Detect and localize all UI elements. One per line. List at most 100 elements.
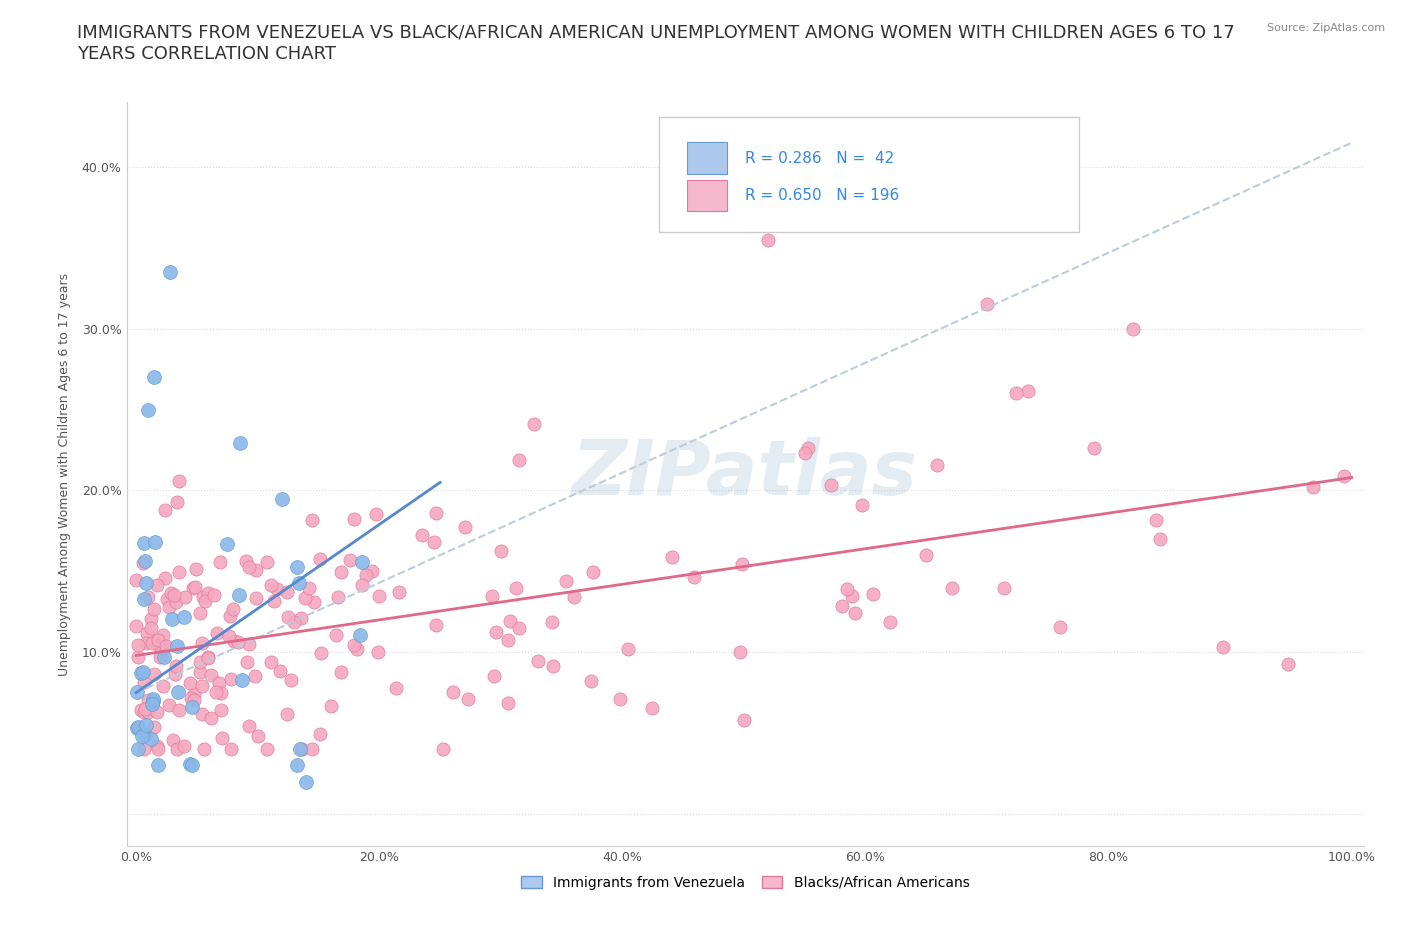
FancyBboxPatch shape <box>658 117 1080 232</box>
Point <box>457 692 479 707</box>
Point <box>581 673 603 688</box>
Point <box>1302 479 1324 494</box>
Text: IMMIGRANTS FROM VENEZUELA VS BLACK/AFRICAN AMERICAN UNEMPLOYMENT AMONG WOMEN WIT: IMMIGRANTS FROM VENEZUELA VS BLACK/AFRIC… <box>77 23 1234 41</box>
Point <box>229 435 252 450</box>
Point <box>343 512 366 526</box>
Point <box>179 676 201 691</box>
Point <box>165 594 187 609</box>
Point <box>136 693 159 708</box>
Point <box>146 742 169 757</box>
Point <box>541 658 564 673</box>
Point <box>146 632 169 647</box>
Point <box>152 650 174 665</box>
Point <box>132 705 155 720</box>
Point <box>134 536 156 551</box>
Point <box>609 691 631 706</box>
Point <box>564 590 586 604</box>
Point <box>1277 656 1299 671</box>
Point <box>181 758 204 773</box>
Point <box>385 681 408 696</box>
Text: Source: ZipAtlas.com: Source: ZipAtlas.com <box>1267 23 1385 33</box>
Point <box>1083 441 1105 456</box>
Point <box>125 618 148 633</box>
Point <box>191 706 214 721</box>
Point <box>350 555 373 570</box>
Point <box>183 692 205 707</box>
Point <box>245 669 267 684</box>
Point <box>159 265 181 280</box>
Point <box>1049 619 1071 634</box>
Point <box>728 644 751 659</box>
Point <box>756 232 779 247</box>
Point <box>193 590 215 604</box>
Point <box>167 703 190 718</box>
Point <box>228 588 250 603</box>
Point <box>641 701 664 716</box>
Point <box>211 685 233 700</box>
Point <box>149 650 172 665</box>
Point <box>326 590 349 604</box>
Point <box>927 458 949 472</box>
Point <box>454 520 477 535</box>
Point <box>1005 385 1028 400</box>
Point <box>163 587 186 602</box>
Point <box>200 711 222 725</box>
Point <box>235 553 257 568</box>
Point <box>862 587 884 602</box>
Point <box>184 562 207 577</box>
Point <box>231 672 253 687</box>
Point <box>222 602 245 617</box>
Point <box>224 634 246 649</box>
Point <box>1122 321 1144 336</box>
Point <box>190 635 212 650</box>
Point <box>142 693 165 708</box>
Point <box>219 608 242 623</box>
Point <box>879 615 901 630</box>
Point <box>976 297 998 312</box>
Point <box>127 638 149 653</box>
Point <box>245 562 267 577</box>
Point <box>489 543 512 558</box>
Point <box>166 639 188 654</box>
Point <box>125 573 148 588</box>
Point <box>851 498 873 512</box>
Point <box>197 649 219 664</box>
Point <box>191 679 214 694</box>
Y-axis label: Unemployment Among Women with Children Ages 6 to 17 years: Unemployment Among Women with Children A… <box>58 272 70 676</box>
Point <box>354 567 377 582</box>
Point <box>148 638 170 653</box>
Point <box>285 758 308 773</box>
Point <box>291 742 314 757</box>
Point <box>841 588 863 603</box>
Point <box>134 727 156 742</box>
Point <box>302 594 325 609</box>
Point <box>266 582 288 597</box>
Point <box>193 742 215 757</box>
Point <box>259 655 281 670</box>
Point <box>200 668 222 683</box>
Point <box>582 565 605 579</box>
Point <box>269 663 291 678</box>
Point <box>162 733 184 748</box>
Point <box>425 505 447 520</box>
Point <box>152 628 174 643</box>
Point <box>238 560 260 575</box>
Point <box>125 685 148 700</box>
Point <box>129 702 152 717</box>
Point <box>388 585 411 600</box>
Point <box>174 590 197 604</box>
Point <box>485 625 508 640</box>
Point <box>146 739 169 754</box>
Point <box>235 655 257 670</box>
Point <box>165 659 187 674</box>
Point <box>367 644 389 659</box>
Point <box>481 589 503 604</box>
Point <box>425 618 447 632</box>
Point <box>184 580 207 595</box>
Point <box>285 560 308 575</box>
Point <box>190 655 212 670</box>
Point <box>247 729 270 744</box>
Point <box>179 756 201 771</box>
Point <box>160 586 183 601</box>
Point <box>319 699 342 714</box>
